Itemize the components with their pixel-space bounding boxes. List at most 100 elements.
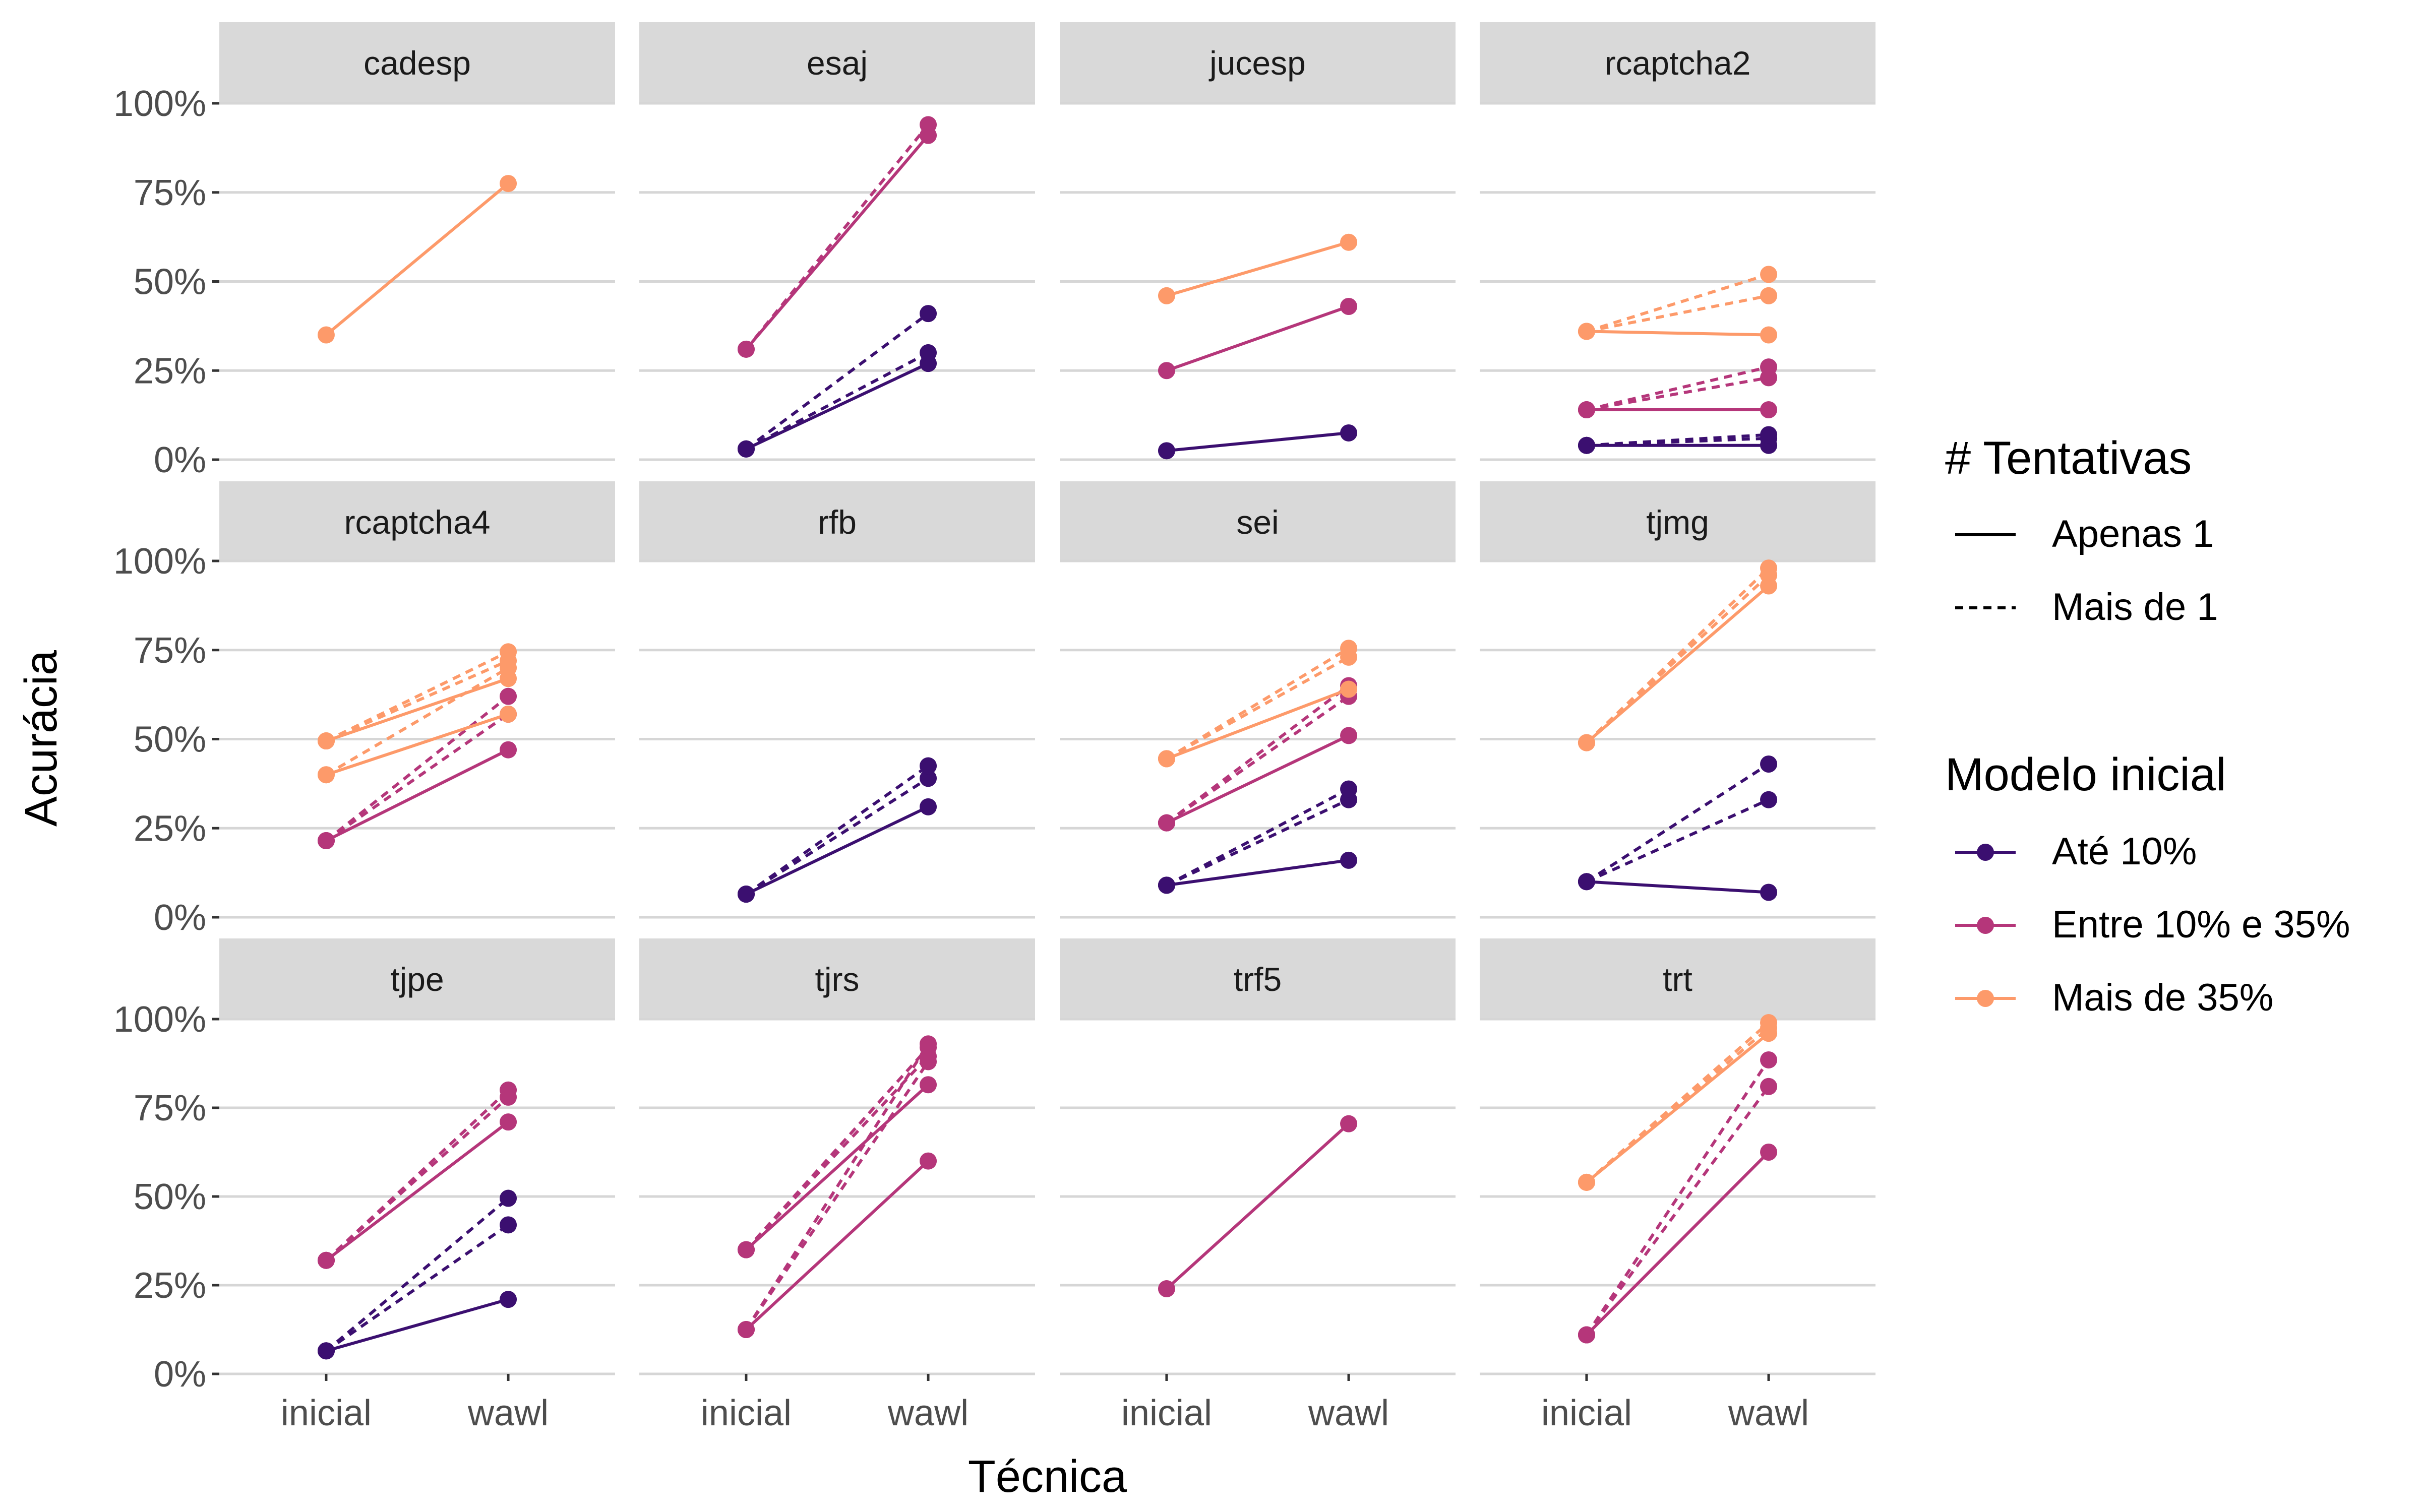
facet-strip: [1060, 22, 1456, 103]
series-line: [1586, 433, 1769, 447]
series-line: [325, 1223, 509, 1352]
facet-label-sei: sei: [1236, 503, 1279, 541]
data-point: [1158, 876, 1175, 894]
series-line: [745, 805, 929, 896]
data-point: [1760, 1078, 1778, 1095]
data-point: [500, 643, 517, 661]
series-line: [1586, 798, 1770, 884]
data-point: [737, 1321, 755, 1338]
data-point: [500, 175, 517, 193]
series-line: [1585, 1021, 1770, 1184]
series-line: [745, 123, 930, 350]
facet-strip: [1480, 938, 1876, 1019]
data-point: [920, 1039, 937, 1056]
facet-strip: [219, 938, 615, 1019]
data-point: [317, 1342, 335, 1360]
data-point: [1578, 323, 1595, 340]
data-point: [1158, 362, 1175, 380]
facet-label-tjmg: tjmg: [1646, 503, 1709, 541]
facet-strip: [639, 22, 1035, 103]
series-line: [1586, 880, 1769, 894]
series-line: [325, 695, 509, 842]
x-axis-title: Técnica: [968, 1452, 1127, 1502]
data-point: [1158, 1280, 1175, 1298]
series-line: [325, 1096, 510, 1262]
y-tick-label: 75%: [134, 631, 206, 671]
y-tick-label: 75%: [134, 1088, 206, 1128]
series-line: [745, 765, 929, 896]
data-point: [1340, 297, 1358, 315]
data-point: [1578, 1173, 1595, 1191]
data-point: [317, 1251, 335, 1269]
series-line: [1585, 1059, 1770, 1336]
data-point: [1578, 436, 1595, 454]
series-line: [1166, 431, 1349, 453]
data-point: [1340, 424, 1358, 442]
series-line: [326, 1298, 509, 1353]
data-point: [920, 1152, 937, 1170]
y-tick-label: 25%: [134, 1266, 206, 1306]
series-line: [745, 1084, 930, 1251]
x-tick-label: wawl: [1308, 1393, 1389, 1433]
facet-strip: [1480, 481, 1876, 562]
series-line: [1586, 294, 1769, 333]
data-point: [500, 1216, 517, 1234]
series-line: [325, 1197, 509, 1352]
data-point: [1760, 358, 1778, 376]
y-tick-label: 0%: [154, 440, 206, 480]
data-point: [1760, 426, 1778, 444]
data-point: [1578, 1326, 1595, 1344]
x-tick-label: wawl: [1728, 1393, 1809, 1433]
series-line: [1165, 1122, 1350, 1290]
facet-label-rcaptcha4: rcaptcha4: [344, 503, 491, 541]
facet-label-esaj: esaj: [807, 44, 868, 82]
data-point: [1760, 791, 1778, 808]
data-point: [1760, 401, 1778, 419]
legend-key-point: [1977, 844, 1994, 861]
y-tick-label: 50%: [134, 262, 206, 302]
data-point: [317, 732, 335, 750]
data-point: [1760, 755, 1778, 773]
series-line: [1586, 376, 1769, 411]
data-point: [1340, 727, 1358, 744]
series-line: [1166, 787, 1350, 887]
facet-label-tjrs: tjrs: [815, 961, 860, 998]
legend-label: Apenas 1: [2052, 513, 2214, 555]
series-line: [1586, 273, 1769, 333]
series-line: [325, 650, 509, 742]
series-line: [1586, 1027, 1770, 1184]
data-point: [1158, 287, 1175, 304]
data-point: [1158, 442, 1175, 460]
series-line: [1166, 695, 1350, 825]
series-line: [1166, 240, 1349, 297]
data-point: [317, 832, 335, 849]
data-point: [317, 766, 335, 784]
series-line: [1586, 763, 1770, 883]
series-line: [1166, 687, 1350, 761]
y-tick-label: 100%: [113, 84, 206, 124]
facet-strip: [219, 481, 615, 562]
y-tick-label: 25%: [134, 351, 206, 391]
data-point: [1760, 287, 1778, 304]
x-tick-label: wawl: [467, 1393, 549, 1433]
facet-strip: [1060, 938, 1456, 1019]
facet-strip: [1480, 22, 1876, 103]
data-point: [920, 116, 937, 134]
series-line: [325, 1120, 509, 1262]
x-tick-label: inicial: [281, 1393, 372, 1433]
series-line: [745, 1046, 930, 1251]
legend-label: Mais de 35%: [2052, 976, 2273, 1019]
data-point: [1760, 884, 1778, 901]
series-line: [325, 677, 509, 742]
data-point: [1340, 851, 1358, 869]
data-point: [500, 1189, 517, 1207]
series-line: [1586, 365, 1769, 411]
legend-title-modelo-inicial: Modelo inicial: [1945, 749, 2226, 800]
data-point: [500, 1291, 517, 1308]
facet-label-rfb: rfb: [818, 503, 857, 541]
series-line: [745, 312, 929, 451]
x-tick-label: inicial: [701, 1393, 792, 1433]
series-line: [325, 666, 509, 776]
legend-key-point: [1977, 990, 1994, 1007]
